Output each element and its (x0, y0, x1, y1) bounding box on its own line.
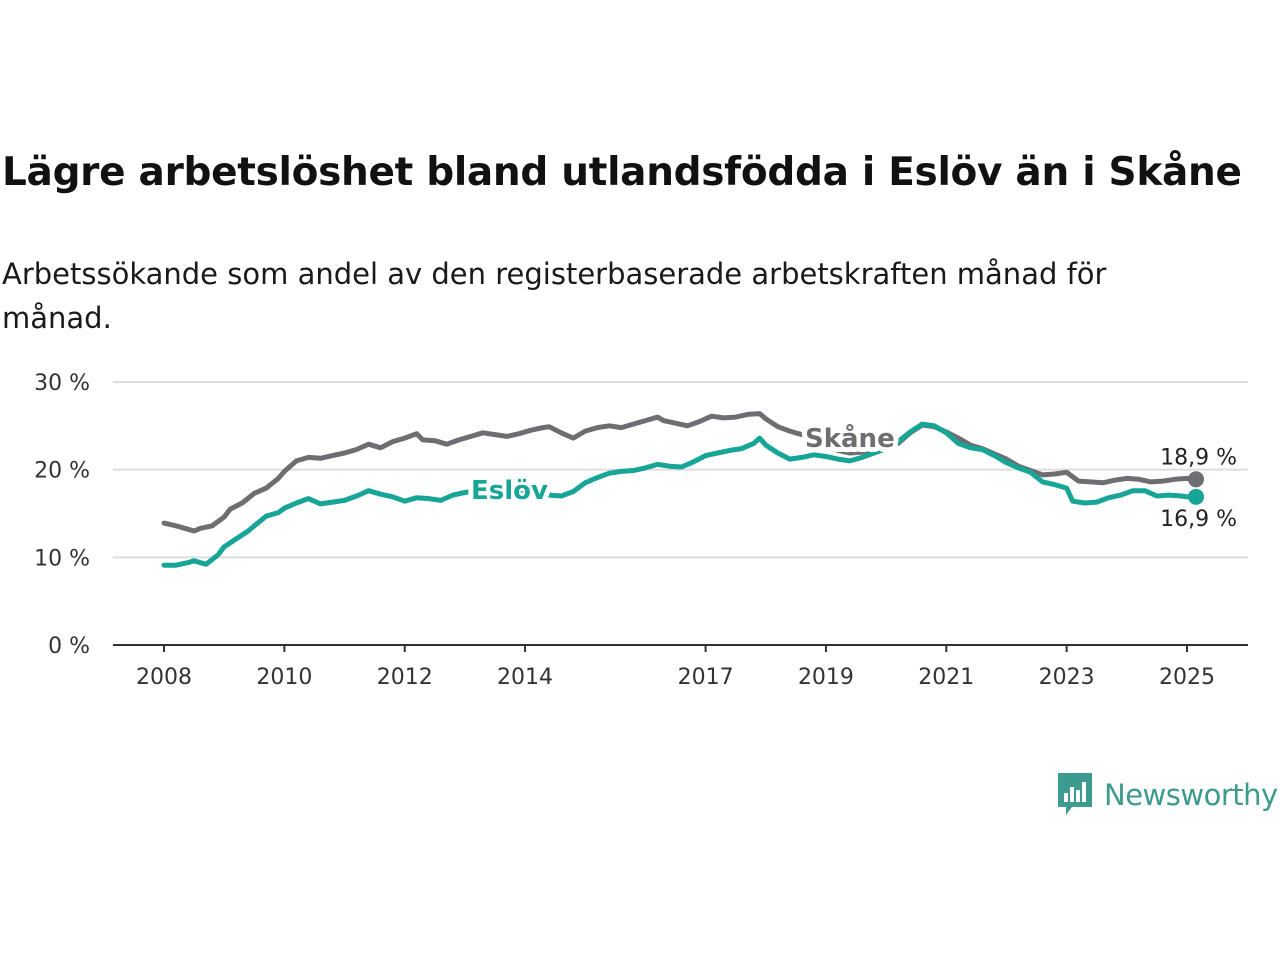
x-tick-label: 2025 (1159, 665, 1215, 690)
series-line-skne (161, 411, 1199, 534)
end-value-label: 16,9 % (1160, 507, 1237, 532)
y-tick-label: 0 % (48, 634, 90, 659)
x-tick-label: 2021 (918, 665, 974, 690)
y-tick-label: 10 % (34, 546, 90, 571)
y-tick-label: 20 % (34, 459, 90, 484)
x-tick-label: 2014 (497, 665, 553, 690)
y-tick-label: 30 % (34, 371, 90, 396)
series-line-eslv (161, 421, 1199, 568)
axes (113, 644, 1248, 652)
end-point-marker (1188, 488, 1205, 505)
chart-title: Lägre arbetslöshet bland utlandsfödda i … (2, 150, 1242, 195)
x-tick-label: 2017 (678, 665, 734, 690)
x-tick-label: 2019 (798, 665, 854, 690)
x-tick-label: 2023 (1039, 665, 1095, 690)
gridlines (113, 381, 1248, 559)
end-value-label: 18,9 % (1160, 445, 1237, 470)
series-group (161, 411, 1205, 568)
series-label: Skåne (805, 422, 895, 454)
end-point-marker (1188, 471, 1205, 488)
series-label: Eslöv (471, 476, 548, 506)
chart-subtitle: Arbetssökande som andel av den registerb… (2, 257, 1107, 335)
newsworthy-logo: Newsworthy (1058, 773, 1278, 817)
x-tick-label: 2010 (256, 665, 312, 690)
x-tick-label: 2012 (377, 665, 433, 690)
brand-name: Newsworthy (1104, 778, 1278, 812)
bar-chart-logo-icon (1058, 773, 1092, 815)
chart-labels: 0 % 10 % 20 % 30 % 2008 2010 2012 2014 2017 2019 2… (34, 371, 1237, 690)
x-tick-label: 2008 (136, 665, 192, 690)
